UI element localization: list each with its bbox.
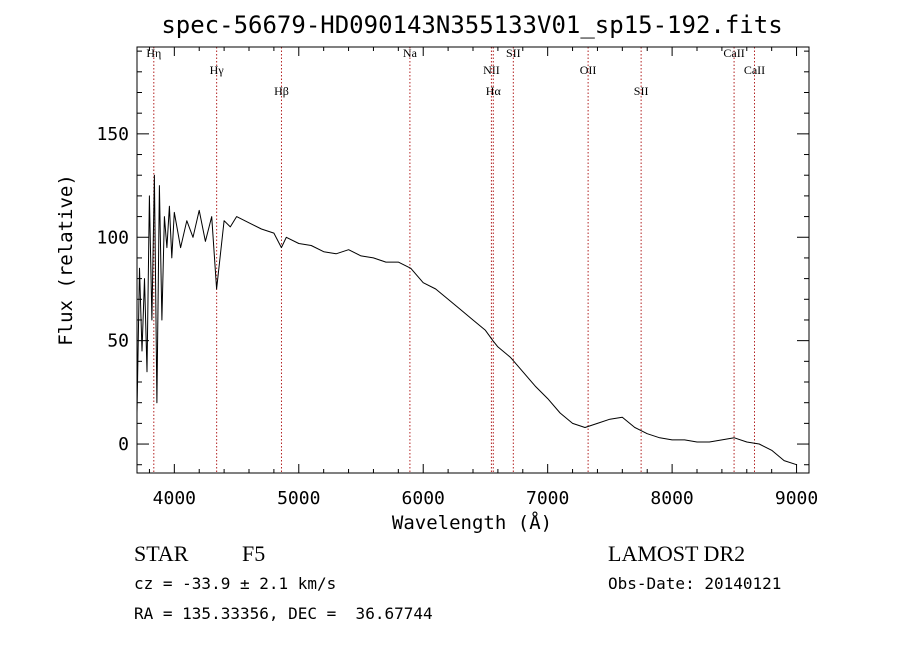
line-label: Hβ xyxy=(274,84,289,98)
axis-ticks: 4000 5000 6000 7000 8000 9000 0 50 100 150 xyxy=(96,47,818,509)
x-tick-label: 6000 xyxy=(402,488,445,509)
y-tick-label: 150 xyxy=(96,124,129,145)
y-axis-label: Flux (relative) xyxy=(55,174,77,346)
line-label: Na xyxy=(403,46,418,60)
line-label: CaII xyxy=(723,46,744,60)
x-tick-label: 8000 xyxy=(650,488,693,509)
line-label: CaII xyxy=(744,63,765,77)
line-label: Hγ xyxy=(210,63,225,77)
coordinates: RA = 135.33356, DEC = 36.67744 xyxy=(134,604,433,623)
x-tick-label: 7000 xyxy=(526,488,569,509)
spectrum-series-line xyxy=(136,174,797,466)
chart-title: spec-56679-HD090143N355133V01_sp15-192.f… xyxy=(161,11,782,39)
series-layer xyxy=(136,174,797,466)
x-tick-label: 9000 xyxy=(775,488,818,509)
survey-name: LAMOST DR2 xyxy=(608,541,746,566)
x-tick-label: 5000 xyxy=(277,488,320,509)
line-label: SII xyxy=(506,46,521,60)
line-label: SII xyxy=(634,84,649,98)
line-label: NII xyxy=(483,63,500,77)
line-label: OII xyxy=(580,63,597,77)
line-label: Hη xyxy=(146,46,161,60)
y-tick-label: 100 xyxy=(96,227,129,248)
x-tick-label: 4000 xyxy=(153,488,196,509)
redshift-text: cz = -33.9 ± 2.1 km/s xyxy=(134,574,337,593)
plot-frame xyxy=(136,46,810,474)
x-axis-label: Wavelength (Å) xyxy=(392,511,552,534)
obs-date: Obs-Date: 20140121 xyxy=(608,574,782,593)
object-subclass: F5 xyxy=(242,541,266,566)
y-tick-label: 0 xyxy=(118,434,129,455)
y-tick-label: 50 xyxy=(107,331,129,352)
object-class: STAR xyxy=(134,541,189,566)
line-label: Hα xyxy=(486,84,502,98)
